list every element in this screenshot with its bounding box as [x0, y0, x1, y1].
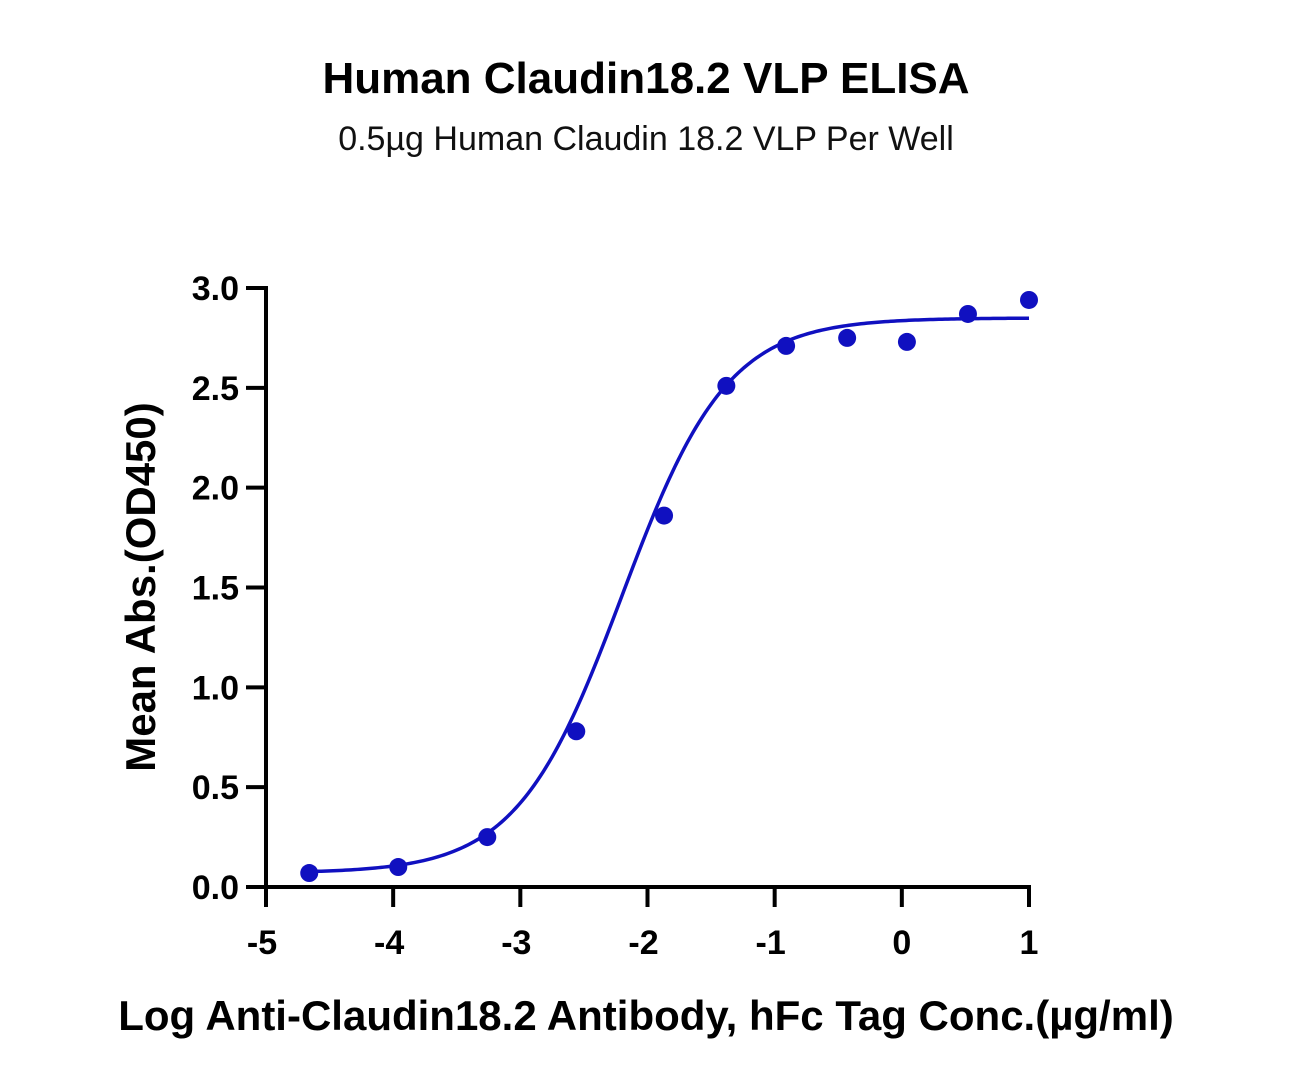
x-tick-label: -5 [247, 924, 277, 962]
data-point [1020, 290, 1038, 309]
x-tick-label: -2 [628, 924, 658, 962]
x-tick-label: -4 [374, 924, 404, 962]
y-tick-label: 2.5 [192, 370, 239, 408]
x-tick-label: -3 [501, 924, 531, 962]
data-points [300, 290, 1038, 883]
x-tick-label: 0 [892, 924, 911, 962]
y-axis-ticks: 0.0 0.5 1.0 1.5 2.0 2.5 3.0 [192, 270, 266, 907]
y-tick-label: 2.0 [192, 470, 239, 508]
data-point [717, 376, 736, 395]
y-tick-label: 0.5 [192, 769, 239, 807]
x-axis-ticks: -5 -4 -3 -2 -1 0 1 [247, 887, 1039, 962]
data-point [567, 722, 586, 741]
fit-curve [309, 316, 1030, 874]
data-point [389, 858, 408, 877]
y-tick-label: 1.5 [192, 570, 239, 608]
x-axis-label: Log Anti-Claudin18.2 Antibody, hFc Tag C… [118, 992, 1173, 1039]
chart-title: Human Claudin18.2 VLP ELISA [322, 54, 969, 103]
data-point [958, 304, 977, 323]
chart-subtitle: 0.5µg Human Claudin 18.2 VLP Per Well [338, 120, 954, 158]
x-tick-label: 1 [1020, 924, 1039, 962]
data-point [655, 506, 674, 525]
x-tick-label: -1 [756, 924, 786, 962]
y-tick-label: 1.0 [192, 669, 239, 707]
data-point [838, 328, 857, 347]
y-tick-label: 3.0 [192, 270, 239, 308]
data-point [777, 336, 796, 355]
y-axis-label: Mean Abs.(OD450) [117, 402, 164, 772]
data-point [897, 332, 916, 351]
y-tick-label: 0.0 [192, 869, 239, 907]
data-point [300, 864, 319, 883]
data-point [478, 828, 497, 847]
